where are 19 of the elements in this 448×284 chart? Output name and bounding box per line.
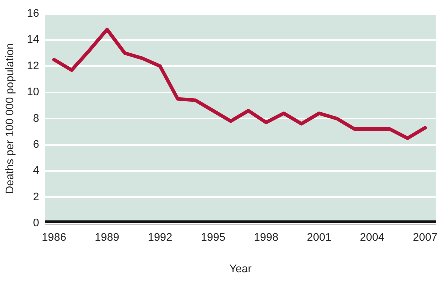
x-tick-label: 2004 [360,232,385,244]
y-tick-label: 0 [33,218,40,230]
y-tick-label: 12 [27,60,40,72]
y-tick-label: 2 [33,191,40,204]
x-tick-label: 2001 [307,232,332,244]
x-tick-label: 2007 [413,232,438,244]
y-tick-label: 16 [27,8,40,20]
x-tick-label: 1992 [148,232,173,244]
x-tick-label: 1986 [42,232,67,244]
x-axis-title: Year [230,263,252,276]
y-tick-label: 6 [33,139,40,152]
y-tick-label: 8 [33,112,40,125]
y-tick-label: 14 [27,34,40,46]
y-tick-label: 4 [33,165,40,178]
x-tick-label: 1989 [95,232,120,244]
y-tick-label: 10 [27,86,40,99]
x-tick-label: 1995 [201,232,226,244]
y-axis-title: Deaths per 100 000 population [4,44,17,194]
x-tick-label: 1998 [254,232,279,244]
